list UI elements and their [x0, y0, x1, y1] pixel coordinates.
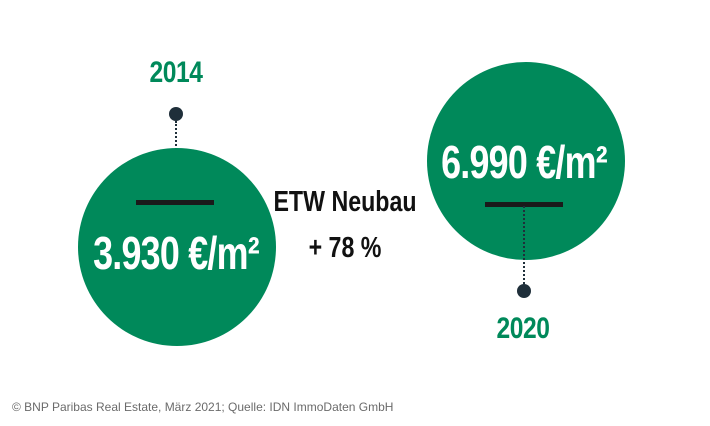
dotted-connector-2020	[523, 206, 525, 284]
year-label-2020: 2020	[496, 312, 550, 345]
chart-title: ETW Neubau	[273, 186, 417, 218]
value-circle-2020	[427, 62, 625, 260]
marker-dot-2020	[517, 284, 531, 298]
value-circle-2014	[78, 148, 276, 346]
marker-dot-2014	[169, 107, 183, 121]
year-label-2014: 2014	[149, 56, 203, 89]
level-bar-2020	[485, 202, 563, 207]
source-note: © BNP Paribas Real Estate, März 2021; Qu…	[12, 400, 394, 414]
level-bar-2014	[136, 200, 214, 205]
value-label-2020: 6.990 €/m²	[441, 136, 608, 188]
change-label: + 78 %	[308, 232, 382, 264]
value-label-2014: 3.930 €/m²	[93, 227, 260, 279]
